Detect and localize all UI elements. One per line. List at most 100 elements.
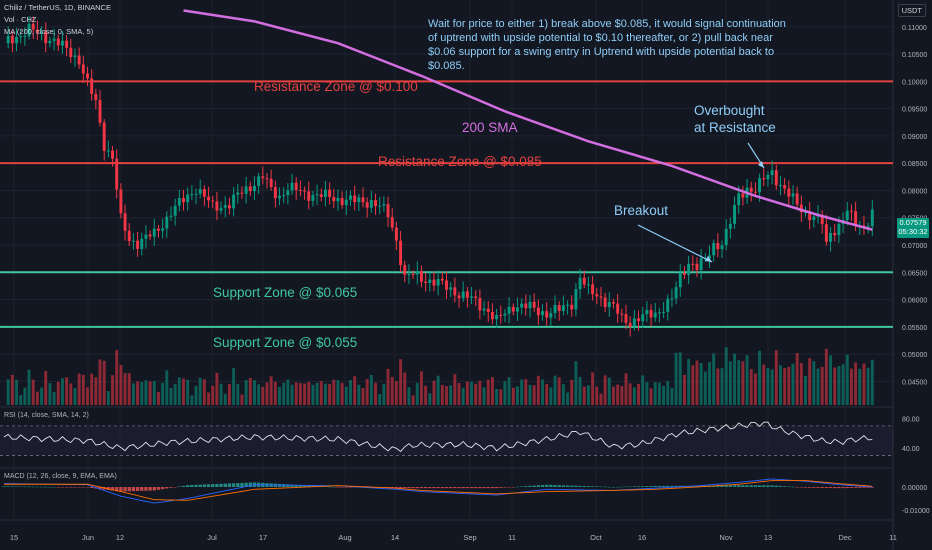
volume-bar xyxy=(27,369,31,405)
macd-histogram-bar xyxy=(620,486,624,488)
candle-body xyxy=(152,228,156,237)
macd-histogram-bar xyxy=(10,486,15,487)
volume-bar xyxy=(586,385,590,405)
candle-body xyxy=(465,291,469,298)
volume-bar xyxy=(628,383,632,405)
time-tick-label: 16 xyxy=(638,533,646,542)
volume-bar xyxy=(190,395,194,405)
volume-bar xyxy=(779,365,782,405)
volume-bar xyxy=(791,363,795,405)
volume-bar xyxy=(870,359,874,405)
volume-bar xyxy=(127,373,131,405)
candle-body xyxy=(415,271,419,275)
macd-histogram-bar xyxy=(165,487,169,489)
macd-histogram-bar xyxy=(403,487,407,489)
macd-histogram-bar xyxy=(327,486,332,488)
volume-bar xyxy=(415,382,419,405)
macd-histogram-bar xyxy=(507,487,511,488)
volume-bar xyxy=(202,379,206,405)
volume-bar xyxy=(465,381,469,405)
macd-histogram-bar xyxy=(524,486,528,487)
macd-histogram-bar xyxy=(549,484,553,487)
macd-histogram-bar xyxy=(745,485,749,487)
time-axis[interactable]: 15 Jun 12 Jul 17 Aug 14 Sep 11 Oct 16 Nov 13 Dec 11 xyxy=(10,533,897,542)
resistance-085-label: Resistance Zone @ $0.085 xyxy=(378,154,542,169)
macd-histogram-bar xyxy=(816,487,820,488)
candle-body xyxy=(35,29,39,33)
volume-bar xyxy=(90,373,94,405)
volume-bar xyxy=(198,377,202,405)
price-tick-label: 0.09500 xyxy=(902,107,927,114)
volume-bar xyxy=(453,374,457,405)
volume-bar xyxy=(390,376,394,405)
candle-body xyxy=(670,298,674,300)
macd-histogram-bar xyxy=(645,486,649,487)
volume-bar xyxy=(482,387,486,405)
volume-bar xyxy=(662,385,666,405)
macd-histogram-bar xyxy=(69,487,73,488)
volume-bar xyxy=(98,359,102,405)
candle-body xyxy=(632,318,636,327)
macd-histogram-bar xyxy=(837,487,841,489)
volume-bar xyxy=(369,374,373,405)
macd-histogram-bar xyxy=(465,487,470,489)
volume-bar xyxy=(520,379,524,405)
candle-body xyxy=(678,273,682,288)
macd-histogram-bar xyxy=(211,484,215,487)
candle-body xyxy=(144,234,148,239)
candle-body xyxy=(411,273,415,275)
candle-body xyxy=(595,294,599,297)
candle-body xyxy=(60,40,64,46)
macd-histogram-bar xyxy=(323,486,328,488)
time-tick-label: 12 xyxy=(116,533,124,542)
volume-bar xyxy=(774,350,778,405)
macd-histogram-bar xyxy=(582,485,586,487)
candle-body xyxy=(328,189,332,198)
volume-bar xyxy=(161,382,165,405)
macd-histogram-bar xyxy=(440,487,444,489)
macd-histogram-bar xyxy=(115,487,119,492)
volume-bar xyxy=(795,353,799,405)
macd-histogram-bar xyxy=(624,486,628,488)
macd-histogram-bar xyxy=(862,487,866,488)
volume-bar xyxy=(762,364,766,405)
volume-bar xyxy=(52,391,56,405)
volume-bar xyxy=(691,365,695,405)
candle-body xyxy=(541,311,544,316)
volume-bar xyxy=(461,387,465,405)
candle-body xyxy=(127,230,131,241)
candle-body xyxy=(657,312,661,314)
rsi-panel: 80.00 40.00 xyxy=(0,416,920,456)
price-axis[interactable]: 0.11000 0.10500 0.10000 0.09500 0.09000 0.085… xyxy=(902,25,927,387)
candle-body xyxy=(65,40,69,48)
candle-body xyxy=(374,200,377,206)
candle-body xyxy=(591,284,595,295)
candle-body xyxy=(516,307,519,312)
currency-unit-button[interactable]: USDT xyxy=(897,4,926,17)
analysis-note: Wait for price to either 1) break above … xyxy=(428,18,786,72)
volume-bar xyxy=(758,350,762,405)
volume-bar xyxy=(144,380,148,405)
volume-bar xyxy=(624,373,628,405)
macd-histogram-bar xyxy=(186,485,190,487)
candle-body xyxy=(482,308,486,311)
candle-body xyxy=(123,213,127,231)
volume-bar xyxy=(478,380,482,405)
macd-histogram-bar xyxy=(348,487,353,488)
macd-histogram-bar xyxy=(540,484,545,487)
candle-body xyxy=(361,197,365,203)
candle-body xyxy=(298,189,302,191)
volume-bar xyxy=(428,393,432,405)
candle-body xyxy=(282,195,286,197)
candle-body xyxy=(248,186,252,192)
macd-histogram-bar xyxy=(39,486,44,488)
macd-histogram-bar xyxy=(570,485,574,487)
macd-histogram-bar xyxy=(35,486,40,488)
candle-body xyxy=(774,170,778,186)
volume-bar xyxy=(507,377,511,405)
candle-body xyxy=(445,280,448,290)
candle-body xyxy=(436,278,440,286)
candle-body xyxy=(586,284,590,286)
macd-histogram-bar xyxy=(528,485,532,487)
